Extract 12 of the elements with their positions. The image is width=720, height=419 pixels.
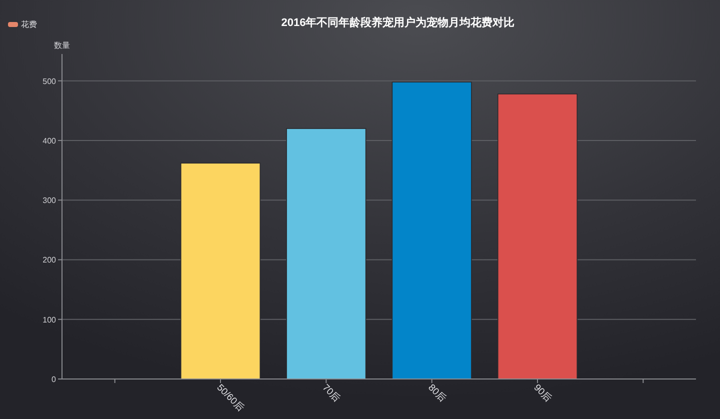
legend: 花费 (8, 20, 37, 29)
y-tick-label: 300 (42, 196, 57, 206)
x-tick-label: 70后 (320, 382, 344, 405)
y-tick-label: 0 (52, 375, 57, 384)
y-axis-title: 数量 (54, 41, 70, 50)
y-tick-label: 200 (42, 256, 57, 265)
chart-title: 2016年不同年龄段养宠用户为宠物月均花费对比 (281, 16, 515, 29)
y-tick-label: 500 (42, 76, 57, 86)
y-tick-label: 100 (42, 315, 57, 324)
y-tick-label: 400 (42, 136, 57, 146)
x-tick-label: 80后 (426, 382, 449, 405)
x-tick-label: 90后 (531, 382, 554, 405)
